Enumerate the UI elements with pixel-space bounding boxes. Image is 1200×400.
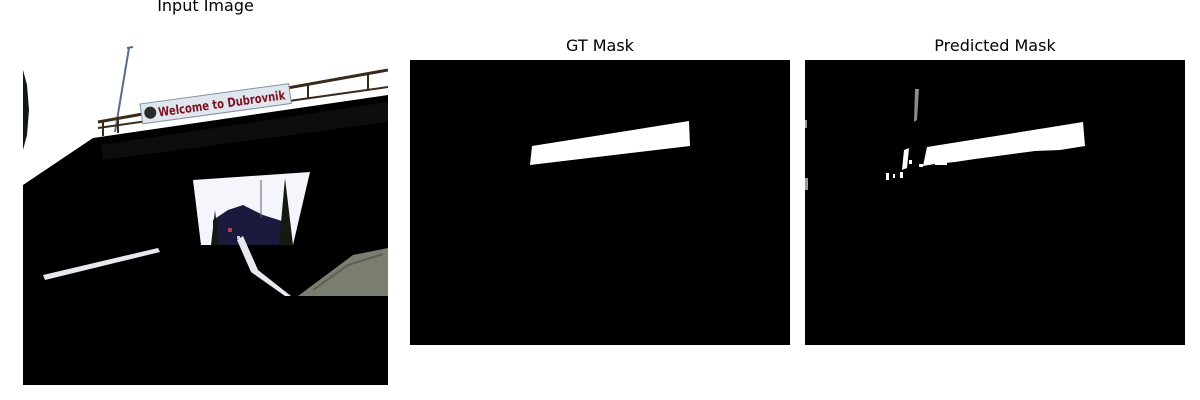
gt-mask-title: GT Mask xyxy=(566,36,634,55)
gt-mask-image xyxy=(410,60,790,345)
gt-mask-region xyxy=(530,121,690,165)
predicted-mask-image xyxy=(805,60,1185,345)
predicted-mask-region xyxy=(923,122,1085,166)
input-image: Welcome to Dubrovnik xyxy=(23,40,388,385)
predicted-mask-title: Predicted Mask xyxy=(934,36,1056,55)
input-image-title: Input Image xyxy=(157,0,254,15)
